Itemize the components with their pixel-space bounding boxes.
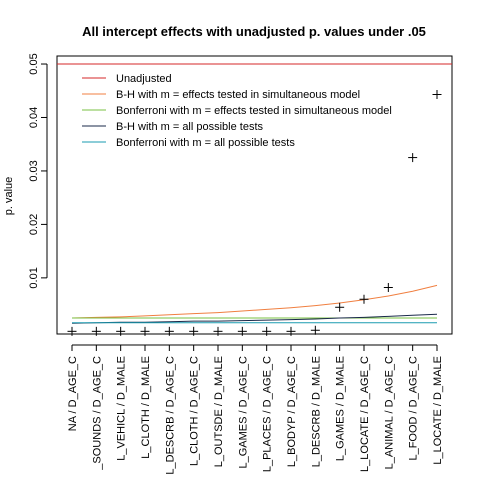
x-tick-label: L_VEHICL / D_MALE (116, 356, 128, 461)
data-point (140, 326, 150, 336)
x-tick-label: L_LOCATE / D_AGE_C (359, 356, 371, 472)
data-point (335, 302, 345, 312)
x-tick-label: L_ANIMAL / D_AGE_C (383, 356, 395, 469)
chart-title: All intercept effects with unadjusted p.… (82, 24, 426, 39)
legend-entry: Unadjusted (116, 73, 172, 85)
x-tick-label: L_LOCATE / D_MALE (432, 356, 444, 465)
data-point (189, 326, 199, 336)
data-point (237, 326, 247, 336)
x-tick-label: NA / D_AGE_C (67, 356, 79, 431)
data-point (164, 326, 174, 336)
data-point (67, 326, 77, 336)
legend-entry: Bonferroni with m = all possible tests (116, 137, 295, 149)
data-point (213, 326, 223, 336)
x-tick-label: L_PLACES / D_AGE_C (262, 356, 274, 472)
data-point (286, 326, 296, 336)
data-point (116, 326, 126, 336)
plot-frame (56, 55, 453, 335)
y-tick-label: 0.01 (28, 267, 40, 288)
x-tick-label: L_DESCRB / D_MALE (310, 356, 322, 467)
legend: Unadjusted B-H with m = effects tested in… (82, 73, 392, 149)
data-point (383, 282, 393, 292)
data-point (359, 294, 369, 304)
data-point (432, 89, 442, 99)
y-tick-label: 0.05 (28, 53, 40, 74)
y-tick-label: 0.04 (28, 107, 40, 128)
plot-area: 0.01 0.02 0.03 0.04 0.05 NA / D_AGE_C _SOUNDS … (28, 53, 453, 475)
y-tick-label: 0.02 (28, 214, 40, 235)
x-tick-label: L_GAMES / D_MALE (335, 356, 347, 461)
y-tick-label: 0.03 (28, 160, 40, 181)
x-tick-label: L_CLOTH / D_MALE (140, 356, 152, 459)
x-tick-label: L_GAMES / D_AGE_C (237, 356, 249, 469)
x-tick-label: L_DESCRB / D_AGE_C (164, 356, 176, 475)
series-line (71, 284, 438, 319)
data-point (310, 325, 320, 335)
data-point (262, 326, 272, 336)
legend-entry: B-H with m = all possible tests (116, 121, 264, 133)
legend-entry: Bonferroni with m = effects tested in si… (116, 105, 392, 117)
data-point (91, 326, 101, 336)
x-tick-label: L_OUTSDE / D_MALE (213, 356, 225, 467)
y-axis-label: p. value (3, 177, 15, 216)
legend-entry: B-H with m = effects tested in simultane… (116, 89, 360, 101)
x-tick-label: L_CLOTH / D_AGE_C (189, 356, 201, 466)
x-tick-label: L_FOOD / D_AGE_C (408, 356, 420, 461)
data-point (408, 153, 418, 163)
x-tick-label: L_BODYP / D_AGE_C (286, 356, 298, 467)
series-line (71, 313, 438, 324)
x-tick-label: _SOUNDS / D_AGE_C (91, 356, 103, 471)
